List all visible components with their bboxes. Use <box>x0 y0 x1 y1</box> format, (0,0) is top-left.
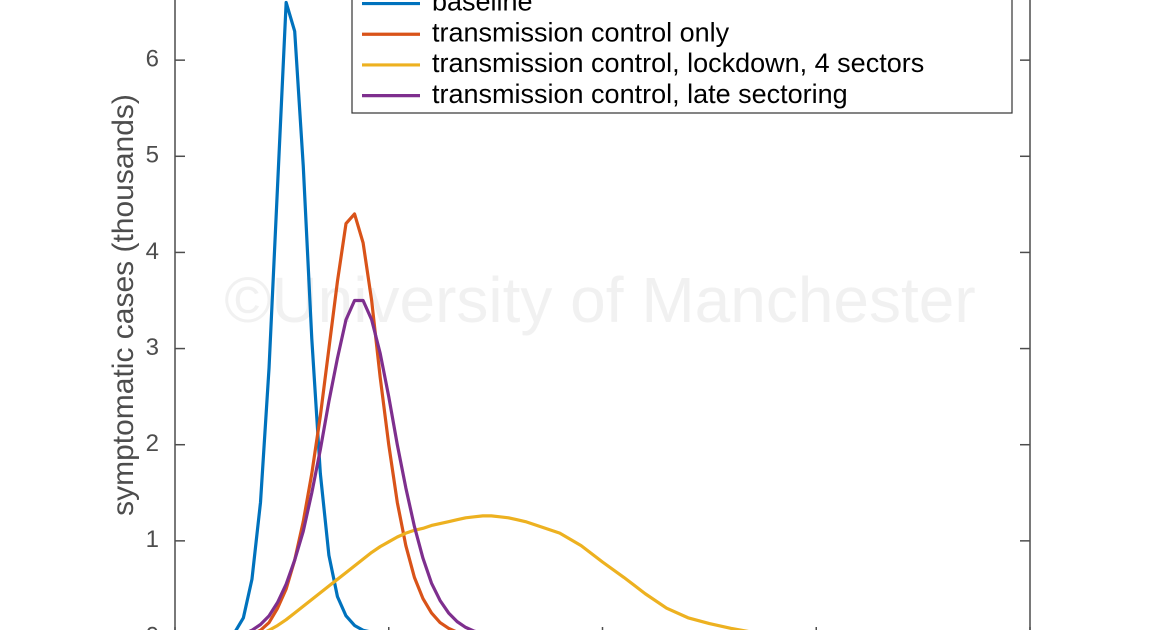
y-tick-label: 5 <box>146 142 159 169</box>
legend-label: transmission control, late sectoring <box>432 79 848 109</box>
series-line <box>265 514 749 630</box>
y-tick-label: 2 <box>146 430 159 457</box>
y-tick-label: 0 <box>146 622 159 630</box>
legend-label: transmission control, lockdown, 4 sector… <box>432 48 924 78</box>
watermark: ©University of Manchester <box>224 264 975 336</box>
y-tick-label: 4 <box>146 238 159 265</box>
series-line <box>248 298 477 630</box>
y-tick-label: 1 <box>146 526 159 553</box>
y-tick-label: 3 <box>146 334 159 361</box>
legend-label: baseline <box>432 0 533 17</box>
series-line <box>234 0 370 630</box>
y-tick-label: 6 <box>146 45 159 72</box>
legend-box <box>351 0 1013 114</box>
y-axis-label: symptomatic cases (thousands) <box>107 94 140 516</box>
legend-label: transmission control only <box>432 17 730 47</box>
